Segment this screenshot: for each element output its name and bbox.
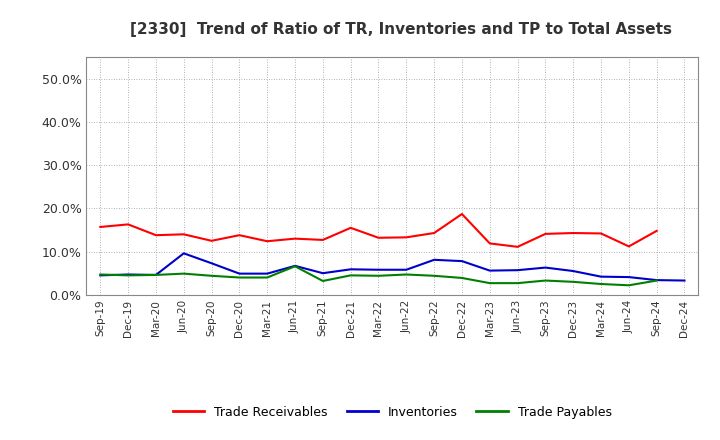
Inventories — [291, 263, 300, 268]
Line: Trade Payables: Trade Payables — [100, 266, 657, 285]
Inventories — [680, 278, 689, 283]
Trade Payables — [569, 279, 577, 285]
Trade Receivables — [152, 233, 161, 238]
Trade Payables — [124, 273, 132, 278]
Trade Payables — [597, 281, 606, 286]
Trade Payables — [485, 280, 494, 286]
Inventories — [624, 275, 633, 280]
Trade Payables — [96, 272, 104, 277]
Trade Payables — [458, 275, 467, 281]
Inventories — [541, 265, 550, 270]
Trade Receivables — [207, 238, 216, 243]
Trade Payables — [402, 272, 410, 277]
Trade Receivables — [597, 231, 606, 236]
Trade Receivables — [235, 233, 243, 238]
Inventories — [485, 268, 494, 273]
Inventories — [569, 268, 577, 274]
Trade Payables — [430, 273, 438, 279]
Trade Receivables — [346, 225, 355, 231]
Inventories — [207, 260, 216, 266]
Trade Receivables — [179, 232, 188, 237]
Trade Payables — [374, 273, 383, 279]
Trade Payables — [235, 275, 243, 280]
Trade Receivables — [291, 236, 300, 241]
Inventories — [597, 274, 606, 279]
Inventories — [124, 272, 132, 277]
Trade Payables — [513, 280, 522, 286]
Trade Payables — [179, 271, 188, 276]
Inventories — [652, 278, 661, 283]
Trade Receivables — [513, 244, 522, 249]
Inventories — [513, 268, 522, 273]
Inventories — [346, 267, 355, 272]
Inventories — [430, 257, 438, 262]
Trade Receivables — [96, 224, 104, 230]
Inventories — [235, 271, 243, 276]
Trade Receivables — [263, 238, 271, 244]
Trade Receivables — [652, 228, 661, 234]
Trade Payables — [624, 282, 633, 288]
Inventories — [318, 271, 327, 276]
Inventories — [402, 267, 410, 272]
Inventories — [96, 273, 104, 278]
Text: [2330]  Trend of Ratio of TR, Inventories and TP to Total Assets: [2330] Trend of Ratio of TR, Inventories… — [130, 22, 672, 37]
Trade Payables — [318, 279, 327, 284]
Trade Receivables — [485, 241, 494, 246]
Line: Trade Receivables: Trade Receivables — [100, 214, 657, 247]
Trade Payables — [152, 272, 161, 278]
Inventories — [458, 258, 467, 264]
Trade Payables — [263, 275, 271, 280]
Trade Payables — [346, 273, 355, 278]
Legend: Trade Receivables, Inventories, Trade Payables: Trade Receivables, Inventories, Trade Pa… — [168, 401, 617, 424]
Line: Inventories: Inventories — [100, 253, 685, 281]
Inventories — [152, 272, 161, 278]
Trade Receivables — [124, 222, 132, 227]
Inventories — [263, 271, 271, 276]
Inventories — [374, 267, 383, 272]
Trade Payables — [652, 278, 661, 283]
Trade Payables — [291, 264, 300, 269]
Trade Receivables — [318, 237, 327, 242]
Trade Receivables — [430, 231, 438, 236]
Trade Receivables — [374, 235, 383, 240]
Trade Receivables — [569, 231, 577, 236]
Trade Receivables — [541, 231, 550, 237]
Inventories — [179, 251, 188, 256]
Trade Receivables — [402, 235, 410, 240]
Trade Payables — [207, 273, 216, 279]
Trade Receivables — [624, 244, 633, 249]
Trade Payables — [541, 278, 550, 283]
Trade Receivables — [458, 211, 467, 216]
